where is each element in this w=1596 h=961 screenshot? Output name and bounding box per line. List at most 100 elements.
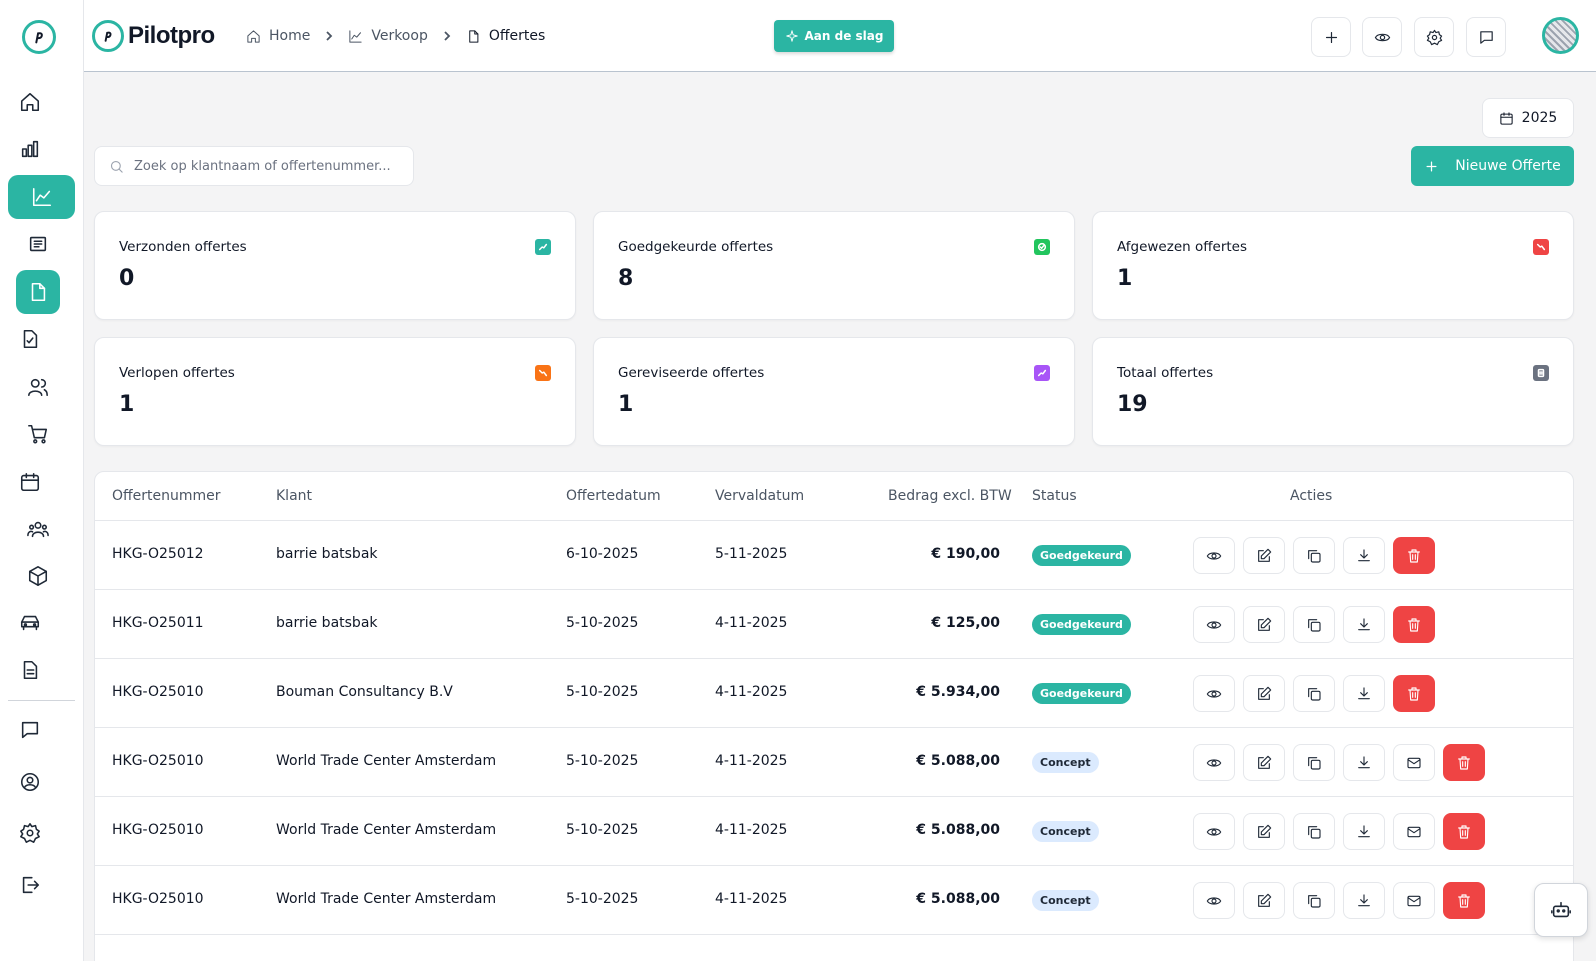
trash-icon xyxy=(1408,548,1420,563)
view-button[interactable] xyxy=(1193,882,1235,919)
sidebar-item-receipts[interactable] xyxy=(16,222,60,266)
view-button[interactable] xyxy=(1193,675,1235,712)
settings-button[interactable] xyxy=(1414,17,1454,57)
eye-icon xyxy=(1374,33,1390,41)
table-row[interactable]: HKG-O25010 World Trade Center Amsterdam … xyxy=(95,866,1573,935)
download-button[interactable] xyxy=(1343,744,1385,781)
add-button[interactable] xyxy=(1311,17,1351,57)
sidebar-item-profile[interactable] xyxy=(8,760,52,804)
year-picker[interactable]: 2025 xyxy=(1482,98,1574,138)
delete-button[interactable] xyxy=(1393,675,1435,712)
download-button[interactable] xyxy=(1343,675,1385,712)
sidebar-item-invoices[interactable] xyxy=(8,317,52,361)
column-header-client[interactable]: Klant xyxy=(276,488,313,504)
logo-icon[interactable] xyxy=(22,20,56,54)
stat-label: Verlopen offertes xyxy=(119,365,235,381)
column-header-number[interactable]: Offertenummer xyxy=(112,488,221,504)
search-input[interactable] xyxy=(134,158,394,174)
table-row[interactable]: HKG-O25010 World Trade Center Amsterdam … xyxy=(95,728,1573,797)
edit-button[interactable] xyxy=(1243,675,1285,712)
quote-number: HKG-O25010 xyxy=(112,822,204,838)
sidebar-item-home[interactable] xyxy=(8,80,52,124)
home-icon xyxy=(247,29,260,43)
assistant-bot-button[interactable] xyxy=(1534,883,1588,937)
send-email-button[interactable] xyxy=(1393,744,1435,781)
send-email-button[interactable] xyxy=(1393,882,1435,919)
edit-button[interactable] xyxy=(1243,744,1285,781)
sidebar-item-vehicles[interactable] xyxy=(8,601,52,645)
duplicate-button[interactable] xyxy=(1293,675,1335,712)
sidebar-item-messages[interactable] xyxy=(8,708,52,752)
status-badge: Concept xyxy=(1032,752,1099,773)
stat-label: Verzonden offertes xyxy=(119,239,247,255)
column-header-status[interactable]: Status xyxy=(1032,488,1077,504)
new-quote-button[interactable]: Nieuwe Offerte xyxy=(1411,146,1574,186)
eye-icon xyxy=(1206,896,1222,905)
column-header-actions: Acties xyxy=(1290,488,1333,504)
breadcrumb-home[interactable]: Home xyxy=(246,28,310,44)
sidebar-item-quotes[interactable] xyxy=(16,270,60,314)
delete-button[interactable] xyxy=(1393,606,1435,643)
sidebar-item-products[interactable] xyxy=(16,554,60,598)
sidebar-item-calendar[interactable] xyxy=(8,460,52,504)
column-header-amount[interactable]: Bedrag excl. BTW xyxy=(888,488,1012,504)
duplicate-button[interactable] xyxy=(1293,882,1335,919)
brand-logo[interactable]: Pilotpro xyxy=(92,20,215,52)
table-row[interactable]: HKG-O25012 barrie batsbak 6-10-2025 5-11… xyxy=(95,521,1573,590)
quote-date: 5-10-2025 xyxy=(566,615,639,631)
breadcrumb-quotes[interactable]: Offertes xyxy=(466,28,545,44)
quote-date: 5-10-2025 xyxy=(566,753,639,769)
edit-button[interactable] xyxy=(1243,537,1285,574)
view-button[interactable] xyxy=(1193,744,1235,781)
send-email-button[interactable] xyxy=(1393,813,1435,850)
delete-button[interactable] xyxy=(1443,882,1485,919)
sidebar-item-team[interactable] xyxy=(16,507,60,551)
view-button[interactable] xyxy=(1193,537,1235,574)
edit-icon xyxy=(1258,893,1272,907)
stat-card-sent: Verzonden offertes 0 xyxy=(94,211,576,320)
stat-label: Goedgekeurde offertes xyxy=(618,239,774,255)
duplicate-button[interactable] xyxy=(1293,606,1335,643)
edit-button[interactable] xyxy=(1243,813,1285,850)
amount: € 125,00 xyxy=(931,615,1000,631)
chevron-right-icon xyxy=(323,30,335,42)
chat-button[interactable] xyxy=(1466,17,1506,57)
edit-button[interactable] xyxy=(1243,606,1285,643)
download-button[interactable] xyxy=(1343,606,1385,643)
duplicate-button[interactable] xyxy=(1293,744,1335,781)
avatar[interactable] xyxy=(1542,17,1579,54)
sidebar-item-settings[interactable] xyxy=(8,811,52,855)
breadcrumb-sales[interactable]: Verkoop xyxy=(348,28,428,44)
view-button[interactable] xyxy=(1193,606,1235,643)
sidebar-item-logout[interactable] xyxy=(8,863,52,907)
download-button[interactable] xyxy=(1343,813,1385,850)
trash-icon xyxy=(1408,686,1420,701)
status-badge: Goedgekeurd xyxy=(1032,545,1131,566)
sidebar-item-sales[interactable] xyxy=(8,175,75,219)
delete-button[interactable] xyxy=(1443,813,1485,850)
get-started-button[interactable]: Aan de slag xyxy=(774,20,894,52)
download-button[interactable] xyxy=(1343,882,1385,919)
duplicate-button[interactable] xyxy=(1293,813,1335,850)
status-badge: Goedgekeurd xyxy=(1032,614,1131,635)
preview-button[interactable] xyxy=(1362,17,1402,57)
gear-icon xyxy=(1426,29,1442,45)
search-icon xyxy=(110,160,123,173)
status-badge: Concept xyxy=(1032,890,1099,911)
download-button[interactable] xyxy=(1343,537,1385,574)
table-row[interactable]: HKG-O25011 barrie batsbak 5-10-2025 4-11… xyxy=(95,590,1573,659)
table-row[interactable]: HKG-O25010 Bouman Consultancy B.V 5-10-2… xyxy=(95,659,1573,728)
sidebar-item-stats[interactable] xyxy=(8,127,52,171)
delete-button[interactable] xyxy=(1443,744,1485,781)
new-quote-label: Nieuwe Offerte xyxy=(1455,158,1561,174)
duplicate-button[interactable] xyxy=(1293,537,1335,574)
edit-button[interactable] xyxy=(1243,882,1285,919)
column-header-date[interactable]: Offertedatum xyxy=(566,488,661,504)
table-row[interactable]: HKG-O25010 World Trade Center Amsterdam … xyxy=(95,797,1573,866)
sidebar-item-purchases[interactable] xyxy=(16,412,60,456)
sidebar-item-customers[interactable] xyxy=(16,365,60,409)
column-header-due[interactable]: Vervaldatum xyxy=(715,488,805,504)
delete-button[interactable] xyxy=(1393,537,1435,574)
sidebar-item-reports[interactable] xyxy=(8,648,52,692)
view-button[interactable] xyxy=(1193,813,1235,850)
